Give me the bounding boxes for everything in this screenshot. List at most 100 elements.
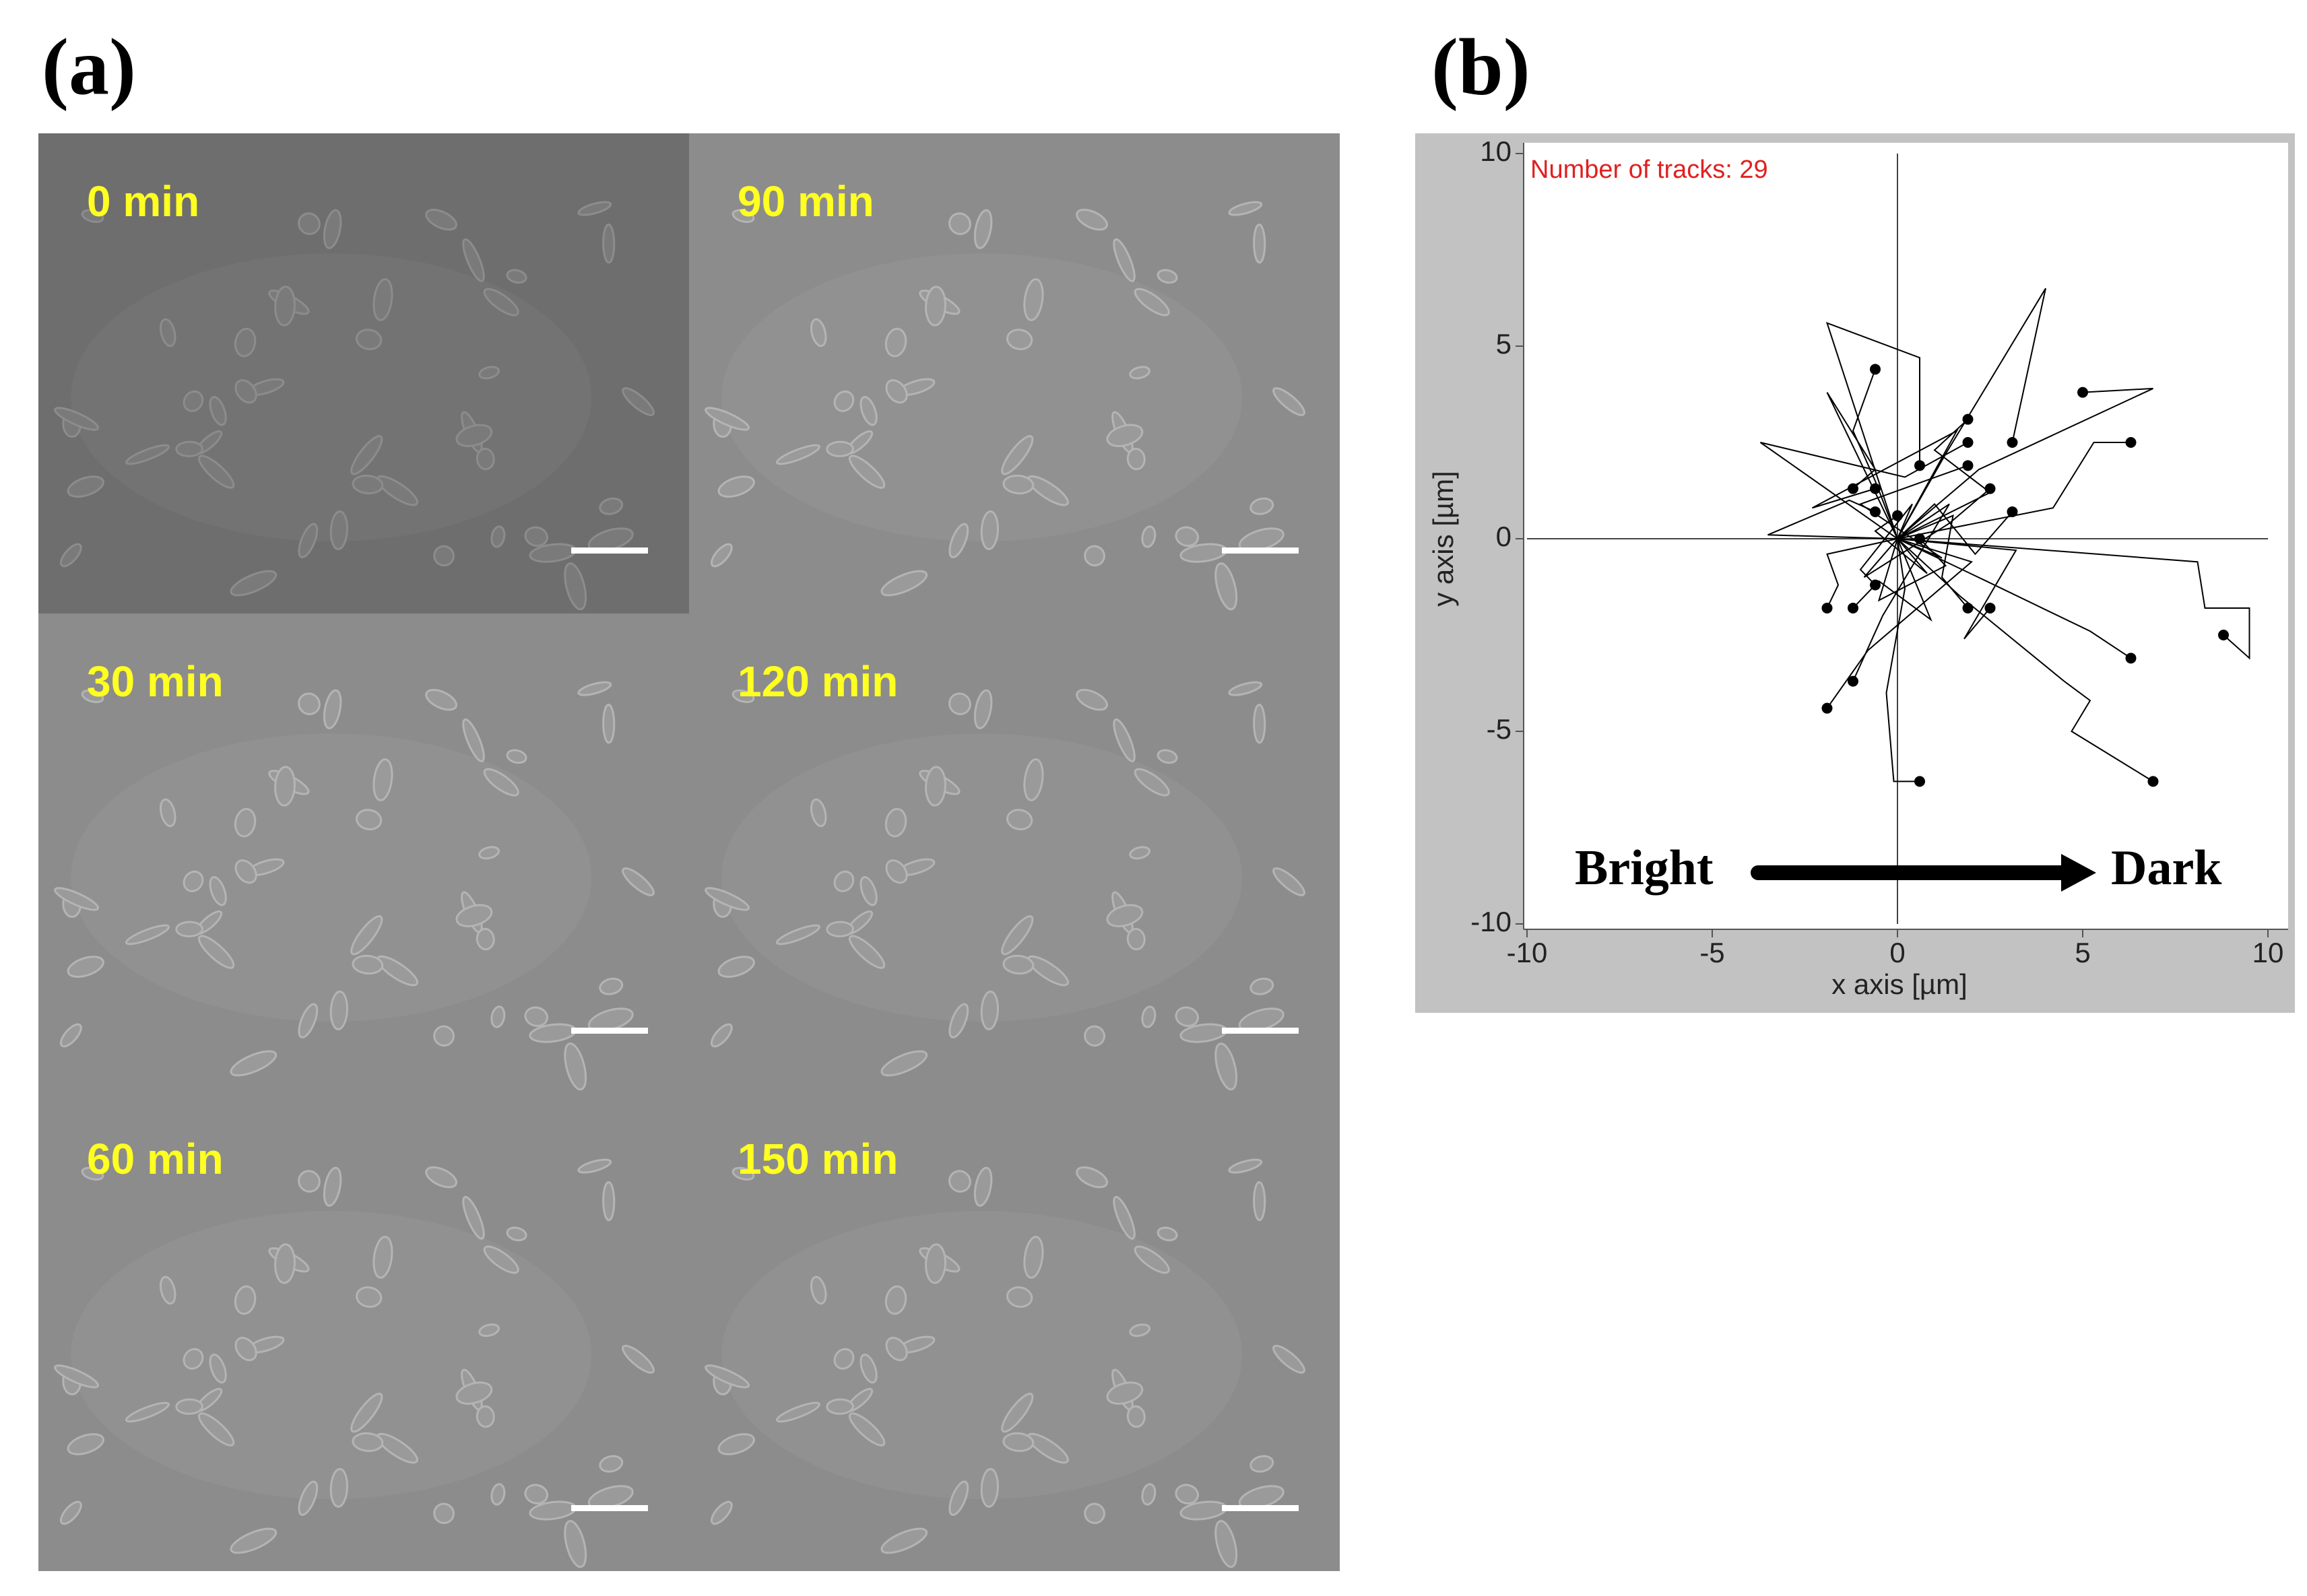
cell xyxy=(1272,1344,1305,1374)
track-end xyxy=(2007,437,2018,448)
cell xyxy=(884,327,907,358)
cell xyxy=(483,1245,519,1274)
cell xyxy=(1141,1005,1157,1028)
cell xyxy=(274,286,296,327)
x-tick-label: 0 xyxy=(1889,937,1905,968)
cell xyxy=(298,1003,319,1039)
cell xyxy=(159,1275,176,1305)
cell xyxy=(1157,269,1178,284)
cell xyxy=(125,924,170,945)
cell xyxy=(622,867,655,896)
cell xyxy=(159,798,176,828)
scale-bar xyxy=(1222,1505,1299,1511)
cell xyxy=(1157,1226,1178,1242)
cell xyxy=(230,570,278,597)
cell xyxy=(1126,1405,1146,1428)
panel-label: (a) xyxy=(42,22,136,112)
track-end xyxy=(1821,602,1833,613)
cell xyxy=(372,278,393,321)
cell xyxy=(577,1158,612,1174)
cell xyxy=(298,212,321,235)
microscopy-image: 90 min xyxy=(689,133,1340,613)
cell xyxy=(810,798,827,828)
cell xyxy=(230,1527,278,1554)
track-end xyxy=(2125,437,2137,448)
cell xyxy=(710,1023,733,1048)
cell xyxy=(1002,954,1035,975)
cell xyxy=(274,1243,296,1284)
track-end xyxy=(1892,510,1903,521)
cell xyxy=(490,525,506,548)
cell xyxy=(859,1354,878,1384)
panel-label: (b) xyxy=(1431,22,1530,112)
cell xyxy=(323,1166,342,1207)
cell xyxy=(159,318,176,347)
cell xyxy=(183,1348,204,1370)
cell xyxy=(1129,1323,1151,1337)
cell xyxy=(1272,867,1305,896)
track xyxy=(1852,538,1932,622)
cell xyxy=(298,523,319,559)
cell xyxy=(705,407,750,431)
cell xyxy=(710,1500,733,1525)
cell xyxy=(1106,424,1144,447)
direction-label: Dark xyxy=(2111,840,2222,896)
arrow-head xyxy=(2061,854,2096,892)
frame-label: 30 min xyxy=(87,657,224,706)
cell xyxy=(622,387,655,416)
cell xyxy=(973,689,993,729)
cell xyxy=(1113,718,1136,762)
cell xyxy=(462,1195,485,1240)
cell xyxy=(81,209,104,224)
cell xyxy=(425,1166,457,1189)
cell xyxy=(524,1484,549,1505)
cell xyxy=(1141,1483,1157,1506)
track-end xyxy=(2147,776,2159,787)
annotation: Number of tracks: 29 xyxy=(1530,156,1768,184)
cell xyxy=(234,327,257,358)
cell xyxy=(197,455,235,489)
cell xyxy=(1023,1236,1044,1279)
track-end xyxy=(1821,702,1833,714)
cell xyxy=(710,543,733,568)
track-end xyxy=(2007,506,2018,517)
cell xyxy=(81,1166,104,1181)
cell xyxy=(948,1480,969,1517)
cell xyxy=(973,209,993,249)
cell xyxy=(833,870,855,892)
cell xyxy=(356,809,383,830)
cell xyxy=(848,455,886,489)
cell xyxy=(59,1500,82,1525)
track xyxy=(1897,538,2154,783)
cell xyxy=(1175,1006,1200,1028)
track xyxy=(1826,392,1898,539)
cell xyxy=(925,766,946,807)
cell xyxy=(705,887,750,911)
cell xyxy=(885,1337,908,1362)
cell xyxy=(323,689,342,729)
cell xyxy=(577,681,612,696)
cell xyxy=(880,1527,928,1554)
cell xyxy=(1126,927,1146,951)
x-tick-label: -10 xyxy=(1507,937,1548,968)
cell xyxy=(175,1398,203,1415)
cell xyxy=(732,209,755,224)
y-tick-label: -10 xyxy=(1470,906,1512,937)
microscopy-image: 30 min xyxy=(38,613,689,1094)
track-end xyxy=(1914,776,1925,787)
cell xyxy=(826,921,854,937)
cell xyxy=(183,390,204,412)
cell xyxy=(948,212,971,235)
cell xyxy=(323,209,342,249)
track-end xyxy=(1984,602,1996,613)
cell xyxy=(1214,562,1238,611)
track-end xyxy=(1914,533,1925,544)
cell xyxy=(980,1468,999,1508)
cell xyxy=(175,921,203,937)
cell xyxy=(356,1286,383,1308)
cell xyxy=(433,1502,455,1525)
microscopy-image: 0 min xyxy=(38,133,689,613)
cell xyxy=(478,846,500,860)
cell xyxy=(524,526,549,547)
